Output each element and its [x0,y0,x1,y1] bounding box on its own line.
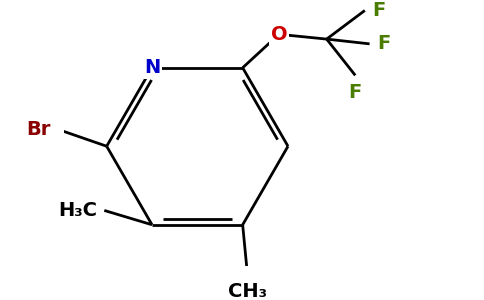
Text: CH₃: CH₃ [228,282,267,300]
Text: H₃C: H₃C [59,201,98,220]
Text: Br: Br [26,120,50,139]
Text: F: F [373,1,386,20]
Text: F: F [377,34,391,53]
Text: N: N [144,58,160,77]
Text: O: O [271,25,287,44]
Text: F: F [348,83,362,102]
